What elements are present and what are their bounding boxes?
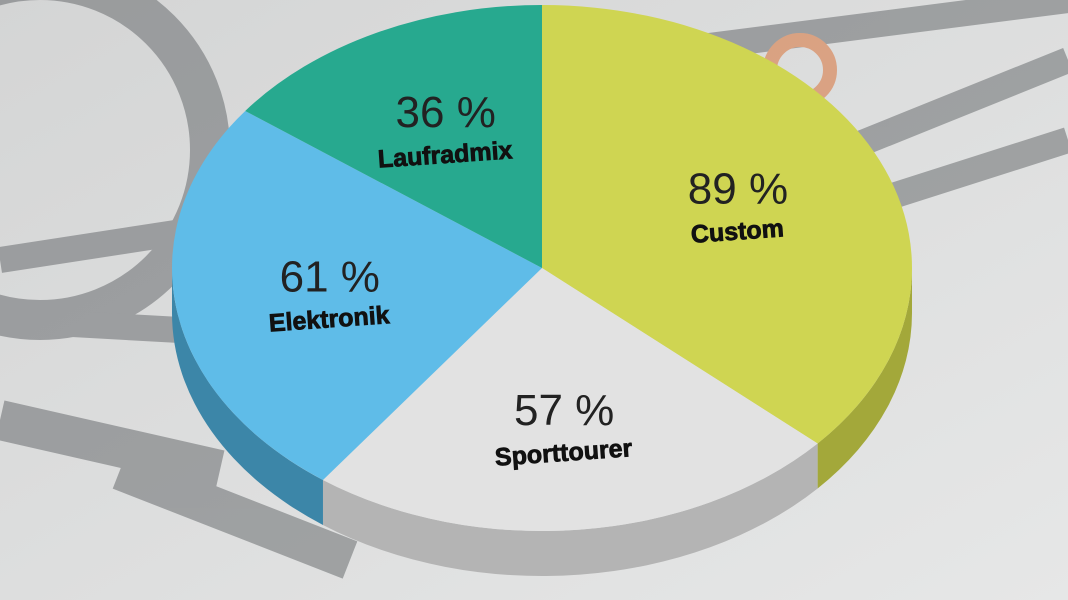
pie-slice — [322, 268, 818, 532]
pie-slice — [172, 110, 542, 480]
value-label: 89 % — [688, 165, 788, 214]
category-label: Custom — [690, 214, 785, 248]
pie-slice — [542, 5, 913, 444]
background-bike — [0, 0, 1068, 579]
pie-slice-side — [322, 443, 818, 576]
value-label: 57 % — [514, 386, 614, 435]
value-label: 36 % — [396, 88, 496, 137]
pie-slice-side — [817, 268, 912, 489]
pie-slice — [245, 5, 542, 268]
pie-slice-side — [172, 268, 323, 525]
value-label: 61 % — [280, 252, 380, 301]
category-label: Laufradmix — [377, 136, 513, 173]
